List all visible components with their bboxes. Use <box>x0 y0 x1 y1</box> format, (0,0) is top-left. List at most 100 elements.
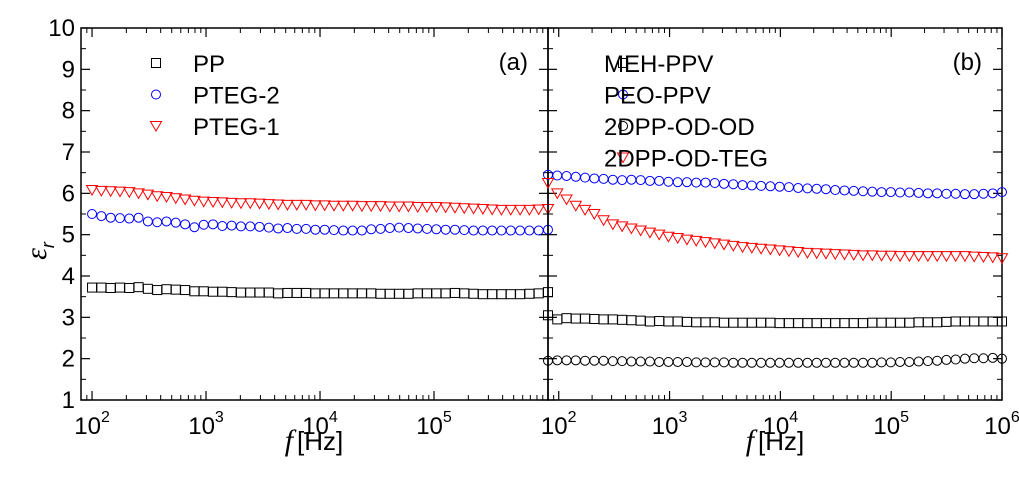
data-point <box>273 223 284 234</box>
data-point <box>338 288 349 299</box>
data-point <box>301 287 312 298</box>
series-PTEG-1 <box>85 185 555 216</box>
data-point <box>226 287 237 298</box>
data-point <box>235 221 246 232</box>
data-point <box>654 316 665 327</box>
legend-a: PP PTEG-2 PTEG-1 <box>149 51 280 141</box>
data-point <box>756 357 767 368</box>
data-point <box>783 182 794 193</box>
data-point <box>245 287 256 298</box>
data-point <box>997 353 1007 364</box>
data-point <box>392 201 406 213</box>
data-point <box>644 175 655 186</box>
data-point <box>254 287 265 298</box>
data-point <box>560 194 573 206</box>
data-point <box>654 356 665 367</box>
data-point <box>774 181 785 192</box>
data-point <box>422 223 433 234</box>
data-point <box>691 177 702 188</box>
data-point <box>950 316 961 327</box>
data-point <box>830 185 841 196</box>
data-point <box>949 251 963 263</box>
data-point <box>87 282 98 293</box>
data-point <box>477 289 488 300</box>
data-point <box>793 318 804 329</box>
data-point <box>728 179 739 190</box>
data-point <box>122 187 136 199</box>
data-point <box>932 355 943 366</box>
data-point <box>635 175 646 186</box>
legend-label: PEO-PPV <box>604 83 711 110</box>
legend-marker <box>616 152 630 164</box>
data-point <box>364 201 378 213</box>
data-point <box>439 202 453 214</box>
data-point <box>802 183 813 194</box>
data-point <box>189 286 200 297</box>
data-point <box>959 316 970 327</box>
data-point <box>198 219 209 230</box>
data-point <box>995 253 1009 265</box>
x-tick-label: 102 <box>74 409 110 440</box>
data-point <box>161 284 172 295</box>
data-point <box>524 288 535 299</box>
data-point <box>922 317 933 328</box>
data-point <box>617 356 628 367</box>
data-point <box>541 178 555 189</box>
data-point <box>310 288 321 299</box>
data-point <box>978 316 989 327</box>
data-point <box>347 288 358 299</box>
legend-label: MEH-PPV <box>604 51 713 78</box>
data-point <box>922 188 933 199</box>
data-point <box>133 212 144 223</box>
data-point <box>774 357 785 368</box>
data-point <box>793 182 804 193</box>
data-point <box>617 175 628 186</box>
data-point <box>420 201 434 213</box>
data-point <box>271 199 285 211</box>
data-point <box>105 212 116 223</box>
data-point <box>997 316 1007 327</box>
data-point <box>366 288 377 299</box>
data-point <box>589 355 600 366</box>
data-point <box>811 318 822 329</box>
data-point <box>876 317 887 328</box>
data-point <box>281 199 294 211</box>
data-point <box>652 229 666 241</box>
data-point <box>671 232 685 244</box>
data-point <box>967 251 981 263</box>
data-point <box>978 188 989 199</box>
data-point <box>950 354 961 365</box>
data-point <box>959 353 970 364</box>
data-point <box>839 318 850 329</box>
data-point <box>904 187 915 198</box>
data-point <box>477 225 488 236</box>
x-tick-label: 103 <box>652 409 688 440</box>
legend-marker <box>618 121 628 131</box>
data-point <box>867 357 878 368</box>
data-point <box>932 317 943 328</box>
data-point <box>819 248 833 260</box>
data-point <box>635 356 646 367</box>
data-point <box>133 282 144 293</box>
data-point <box>589 313 600 324</box>
data-point <box>457 203 471 215</box>
data-point <box>783 318 794 329</box>
data-point <box>959 189 970 200</box>
data-point <box>355 201 369 213</box>
data-point <box>643 227 657 239</box>
data-point <box>533 225 544 236</box>
data-point <box>902 251 916 263</box>
data-point <box>104 186 118 198</box>
series-2DPP-OD-OD <box>543 352 1007 368</box>
data-point <box>468 225 479 236</box>
y-tick-label: 5 <box>62 222 75 249</box>
x-tick-label: 104 <box>763 409 799 440</box>
x-tick-label: 104 <box>302 409 338 440</box>
x-axis-label-b-unit: [Hz] <box>758 426 804 456</box>
data-point <box>346 200 359 212</box>
data-point <box>848 357 859 368</box>
y-tick-label: 10 <box>48 15 75 42</box>
data-point <box>921 251 935 263</box>
data-point <box>626 356 637 367</box>
